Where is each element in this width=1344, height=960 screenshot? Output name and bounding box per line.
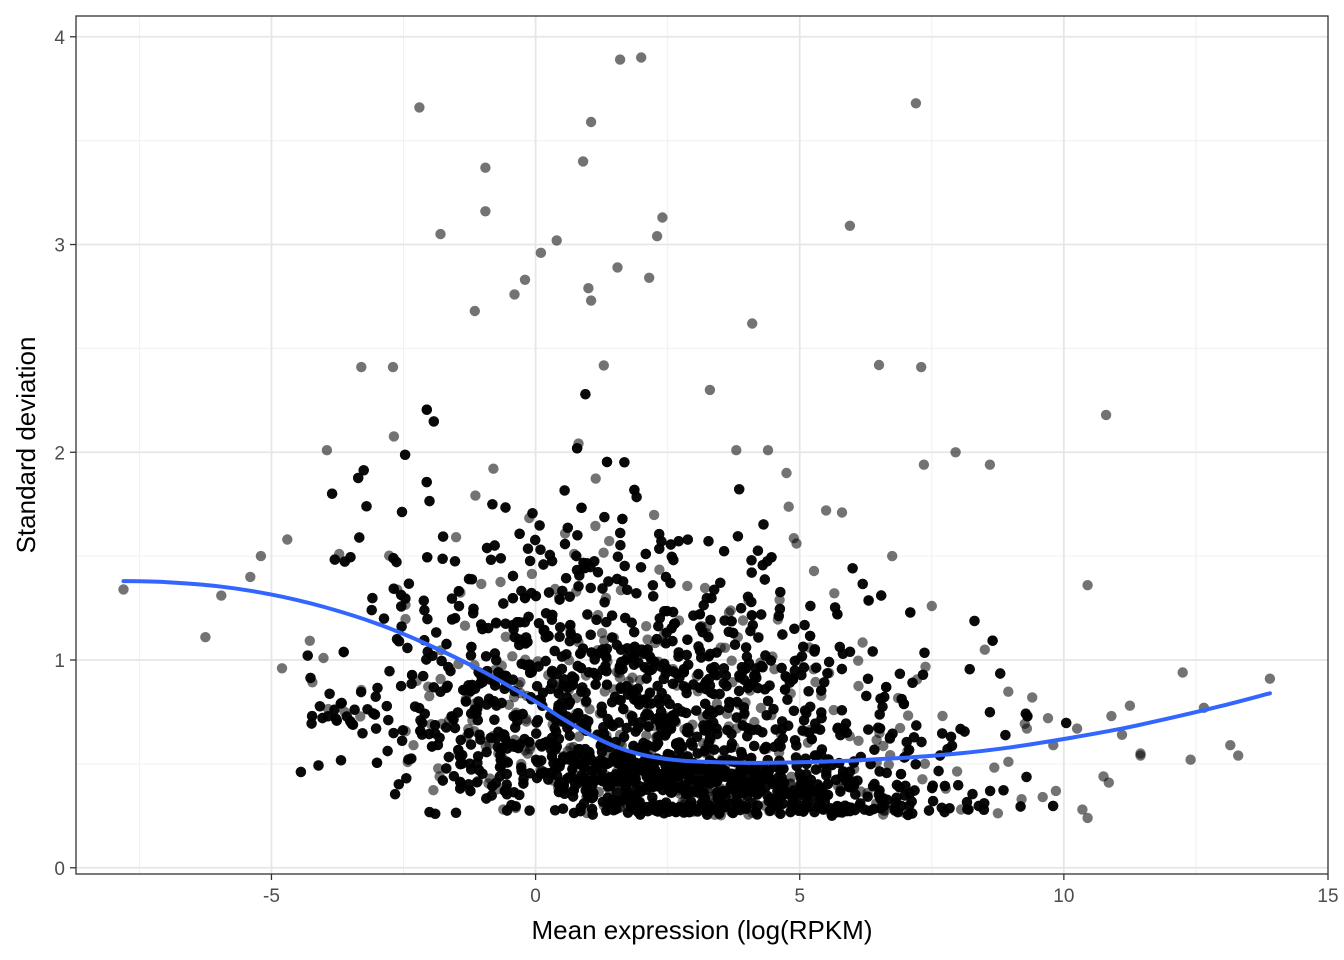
data-point xyxy=(1003,686,1014,697)
data-point xyxy=(318,652,329,664)
data-point xyxy=(459,620,471,631)
data-point xyxy=(989,762,1000,773)
data-point xyxy=(853,655,864,666)
data-point xyxy=(488,463,499,474)
data-point xyxy=(573,731,584,742)
data-point xyxy=(810,676,821,688)
data-point xyxy=(450,532,462,543)
data-point xyxy=(783,501,794,512)
data-point xyxy=(878,740,889,752)
data-point xyxy=(648,509,660,521)
data-point xyxy=(894,722,906,734)
data-point xyxy=(725,605,736,616)
data-point xyxy=(304,635,315,646)
data-point xyxy=(828,704,839,716)
data-points xyxy=(118,52,1276,824)
data-point xyxy=(599,635,610,646)
data-point xyxy=(627,672,638,683)
data-point xyxy=(992,808,1004,819)
data-point xyxy=(470,490,481,501)
data-point xyxy=(919,758,931,769)
data-point xyxy=(641,621,652,632)
data-point xyxy=(424,691,435,702)
data-point xyxy=(774,594,785,606)
data-point xyxy=(682,580,693,592)
data-point xyxy=(920,661,931,672)
data-point xyxy=(902,710,914,721)
data-point xyxy=(507,651,518,662)
data-point xyxy=(476,578,487,590)
data-point xyxy=(604,535,615,547)
data-point xyxy=(526,568,538,580)
data-point xyxy=(951,766,963,777)
data-point xyxy=(979,644,990,655)
data-point xyxy=(590,473,601,484)
data-point xyxy=(755,702,767,714)
data-point xyxy=(853,680,864,692)
data-point xyxy=(408,740,419,751)
data-point xyxy=(937,710,948,722)
data-point xyxy=(590,520,601,532)
data-point xyxy=(500,631,511,642)
data-point xyxy=(853,735,864,746)
data-point xyxy=(788,533,799,544)
data-point xyxy=(726,655,737,666)
data-point xyxy=(433,763,444,774)
data-point xyxy=(917,774,928,785)
data-point xyxy=(699,582,711,594)
data-point xyxy=(388,431,400,442)
data-point xyxy=(883,759,894,770)
data-point xyxy=(584,704,595,715)
data-point xyxy=(435,673,446,685)
data-point xyxy=(614,672,625,683)
data-point xyxy=(428,785,439,796)
data-point xyxy=(598,360,609,371)
data-point xyxy=(857,637,868,648)
data-point xyxy=(737,615,749,626)
data-point xyxy=(829,588,840,599)
data-point xyxy=(808,565,820,577)
data-point xyxy=(495,576,506,588)
data-point xyxy=(598,547,609,558)
data-point xyxy=(654,564,665,575)
